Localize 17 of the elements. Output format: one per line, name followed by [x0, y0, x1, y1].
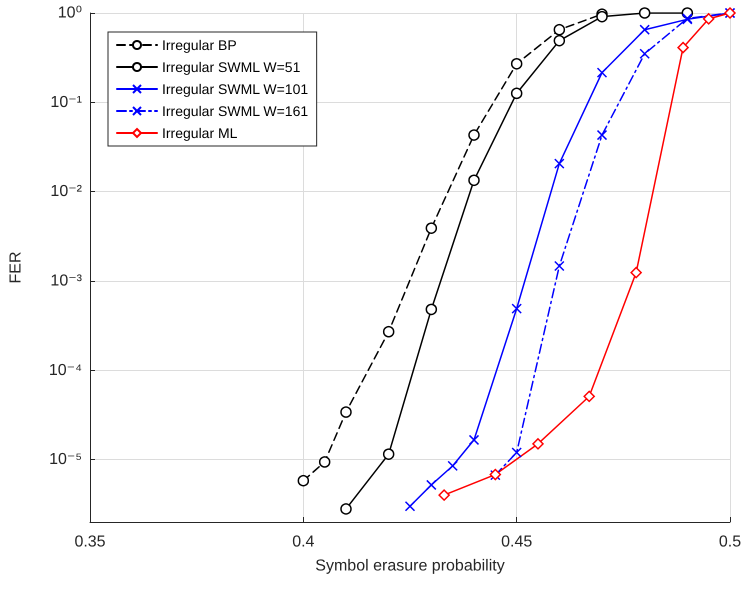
legend-label: Irregular SWML W=51 [162, 59, 301, 75]
x-axis-title: Symbol erasure probability [315, 558, 505, 574]
legend-label: Irregular SWML W=161 [162, 103, 308, 119]
x-tick-label: 0.35 [74, 534, 106, 550]
x-tick-label: 0.5 [718, 534, 742, 550]
y-axis-title: FER [8, 252, 24, 284]
y-tick-label: 10⁻³ [50, 272, 83, 290]
y-tick-label: 10⁻⁴ [48, 362, 82, 379]
legend-label: Irregular BP [162, 37, 237, 53]
y-tick-label: 10⁻² [50, 183, 83, 200]
y-tick-label: 10⁻¹ [50, 94, 82, 111]
x-tick-label: 0.45 [501, 534, 532, 550]
y-tick-label: 10⁰ [58, 4, 82, 22]
legend-label: Irregular ML [162, 125, 238, 141]
x-tick-label: 0.4 [292, 534, 315, 550]
legend-label: Irregular SWML W=101 [162, 81, 308, 97]
y-tick-label: 10⁻⁵ [49, 451, 82, 468]
